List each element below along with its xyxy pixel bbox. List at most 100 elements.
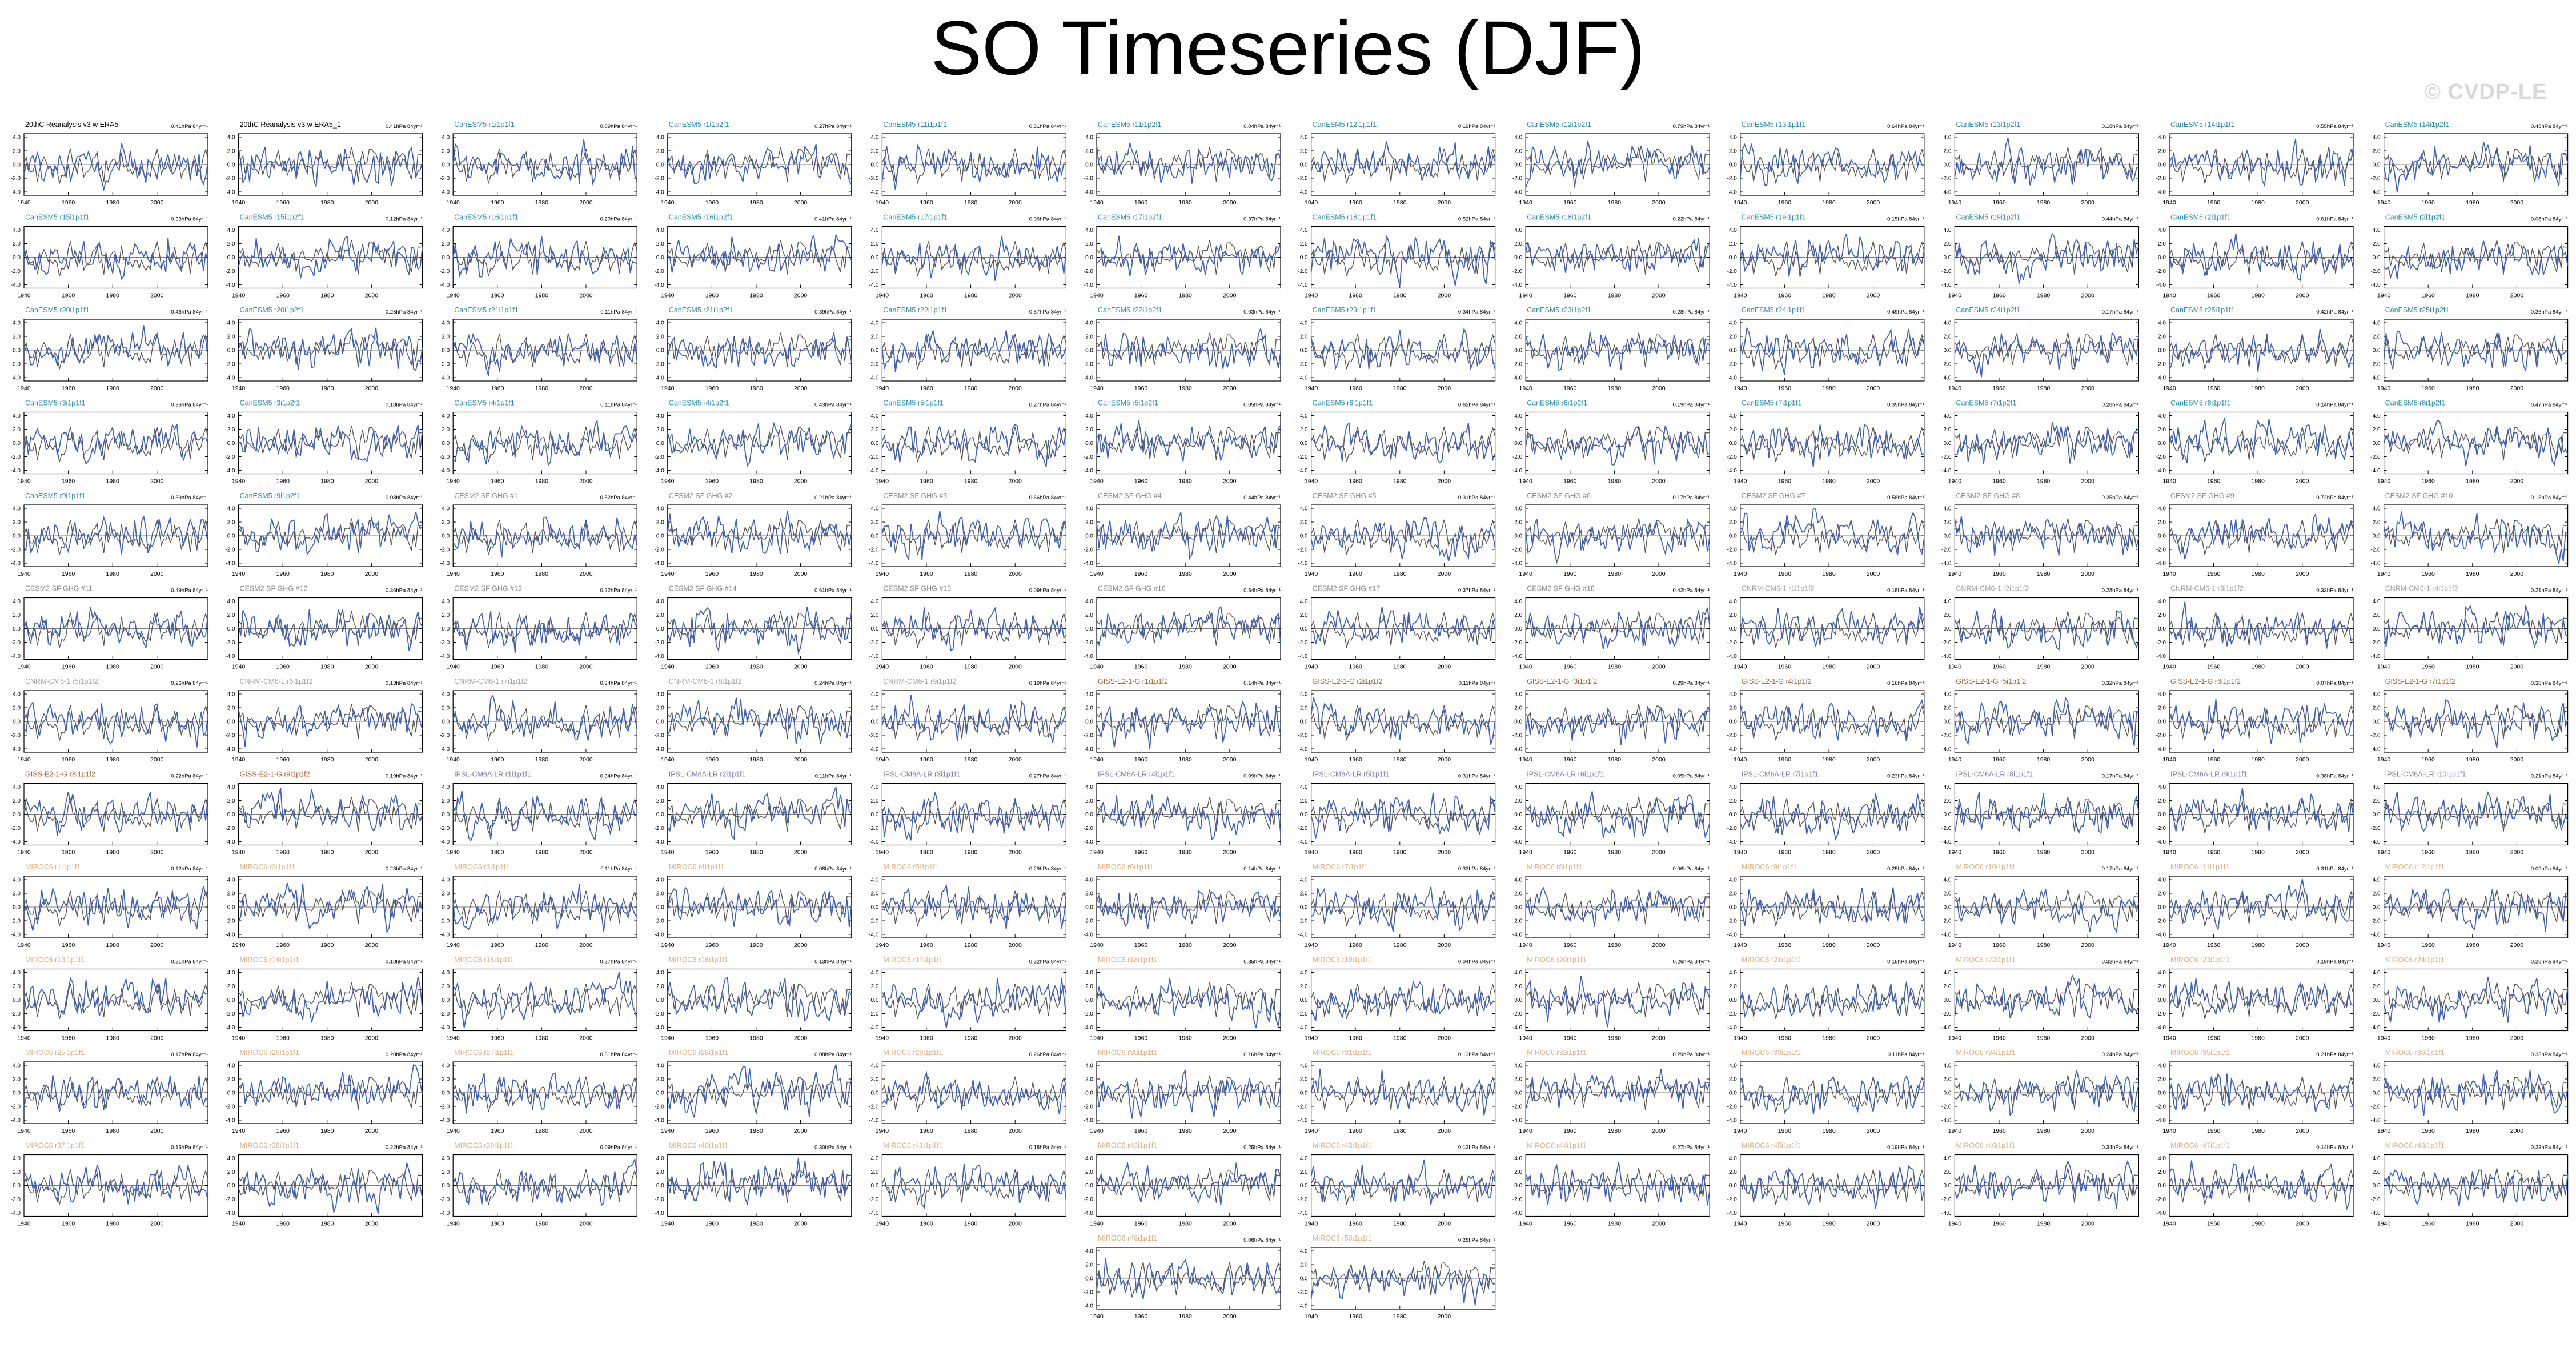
y-tick-label: 4.0 — [1300, 1249, 1308, 1255]
panel-trend: 0.09hPa 84yr⁻¹ — [1243, 773, 1281, 780]
x-tick-label: 1940 — [1305, 478, 1318, 485]
x-tick-label: 2000 — [2510, 849, 2524, 856]
y-tick-label: 2.0 — [1085, 612, 1093, 619]
y-tick-label: 2.0 — [13, 705, 21, 712]
observed-line — [452, 984, 637, 1019]
model-line — [667, 234, 852, 273]
panel-trend: 0.09hPa 84yr⁻¹ — [600, 1145, 637, 1151]
observed-line — [23, 241, 208, 276]
panel: CESM2 SF GHG #5 0.31hPa 84yr⁻¹4.02.00.0-2… — [1298, 492, 1496, 577]
x-tick-label: 1960 — [276, 292, 290, 299]
panel-trend: 0.08hPa 84yr⁻¹ — [814, 866, 852, 872]
panel-label: IPSL-CM6A-LR r7i1p1f1 — [1742, 771, 1819, 779]
y-tick-label: 0.0 — [656, 997, 664, 1004]
model-line — [23, 791, 208, 836]
observed-line — [1954, 982, 2139, 1017]
x-tick-label: 1960 — [276, 478, 290, 485]
panel: CESM2 SF GHG #7 0.58hPa 84yr⁻¹4.02.00.0-2… — [1727, 492, 1925, 577]
x-tick-label: 1980 — [1393, 478, 1407, 485]
model-line — [1740, 424, 1925, 467]
x-tick-label: 1980 — [535, 571, 549, 577]
model-line — [1310, 517, 1496, 561]
x-tick-label: 1980 — [1393, 1313, 1407, 1320]
y-tick-label: 0.0 — [13, 997, 21, 1004]
x-tick-label: 1940 — [17, 478, 31, 485]
x-tick-label: 1980 — [2466, 1035, 2479, 1042]
y-tick-label: 0.0 — [1300, 533, 1308, 540]
model-line — [23, 515, 208, 555]
model-line — [23, 423, 208, 465]
x-tick-label: 2000 — [365, 756, 379, 763]
panel-label: MIROC6 r8i1p1f1 — [1527, 863, 1582, 871]
x-tick-label: 1960 — [2422, 199, 2435, 206]
x-tick-label: 1980 — [2037, 849, 2051, 856]
x-tick-label: 1960 — [1778, 571, 1792, 577]
y-tick-label: 2.0 — [656, 427, 664, 433]
y-tick-label: 2.0 — [442, 427, 450, 433]
x-tick-label: 2000 — [794, 942, 808, 949]
y-tick-label: -2.0 — [1298, 918, 1308, 925]
y-tick-label: 2.0 — [227, 334, 235, 340]
y-tick-label: 2.0 — [1514, 984, 1522, 990]
observed-line — [23, 705, 208, 741]
panel-label: CNRM-CM6-1 r6i1p1f2 — [240, 677, 313, 685]
y-tick-label: -2.0 — [2370, 547, 2381, 553]
x-tick-label: 1940 — [1734, 1221, 1747, 1227]
x-tick-label: 1980 — [2466, 1128, 2479, 1134]
panel-label: MIROC6 r49i1p1f1 — [1098, 1234, 1157, 1242]
observed-line — [881, 334, 1067, 370]
y-tick-label: -4.0 — [1727, 839, 1738, 845]
y-tick-label: -2.0 — [1727, 547, 1738, 553]
x-tick-label: 1980 — [749, 849, 763, 856]
y-tick-label: -4.0 — [869, 839, 879, 845]
y-tick-label: 2.0 — [227, 798, 235, 804]
model-line — [1310, 422, 1496, 464]
panel-trend: 0.19hPa 84yr⁻¹ — [1029, 680, 1066, 687]
panel: CanESM5 r2i1p1f1 0.61hPa 84yr⁻¹4.02.00.0-… — [2156, 214, 2354, 299]
panel: MIROC6 r3i1p1f1 0.11hPa 84yr⁻¹4.02.00.0-2… — [440, 863, 637, 949]
model-line — [238, 424, 423, 463]
y-tick-label: 2.0 — [227, 1077, 235, 1083]
x-tick-label: 1980 — [2037, 292, 2051, 299]
y-tick-label: 4.0 — [2158, 877, 2166, 884]
y-tick-label: 2.0 — [13, 891, 21, 897]
y-tick-label: 2.0 — [227, 891, 235, 897]
y-tick-label: 2.0 — [1514, 520, 1522, 526]
x-tick-label: 2000 — [1008, 571, 1022, 577]
model-line — [23, 607, 208, 650]
y-tick-label: -2.0 — [2370, 733, 2381, 739]
y-tick-label: -2.0 — [1512, 362, 1523, 368]
y-tick-label: -2.0 — [225, 1104, 235, 1110]
y-tick-label: 2.0 — [1300, 705, 1308, 712]
y-tick-label: -2.0 — [1941, 176, 1952, 182]
y-tick-label: 2.0 — [2158, 334, 2166, 340]
x-tick-label: 1980 — [1822, 571, 1836, 577]
y-tick-label: -4.0 — [869, 282, 879, 288]
y-tick-label: 2.0 — [2158, 1077, 2166, 1083]
model-line — [1525, 332, 1710, 371]
y-tick-label: -2.0 — [225, 362, 235, 368]
y-tick-label: -2.0 — [1298, 454, 1308, 460]
panel: CanESM5 r13i1p2f1 0.18hPa 84yr⁻¹4.02.00.0… — [1941, 121, 2139, 206]
panel-trend: 0.25hPa 84yr⁻¹ — [1887, 866, 1924, 872]
y-tick-label: -4.0 — [2156, 747, 2166, 753]
panel-label: CanESM5 r16i1p1f1 — [454, 214, 519, 222]
panel: MIROC6 r23i1p1f1 0.19hPa 84yr⁻¹4.02.00.0-… — [2156, 956, 2354, 1042]
panel: CanESM5 r14i1p1f1 0.55hPa 84yr⁻¹4.02.00.0… — [2156, 121, 2354, 206]
y-tick-label: -2.0 — [1512, 1011, 1523, 1017]
model-line — [667, 1064, 852, 1118]
panel-label: MIROC6 r9i1p1f1 — [1742, 863, 1797, 871]
panel-label: CanESM5 r4i1p2f1 — [669, 399, 729, 407]
y-tick-label: 4.0 — [870, 135, 878, 141]
y-tick-label: -4.0 — [225, 282, 235, 288]
panel-label: 20thC Reanalysis v3 w ERA5_1 — [240, 121, 341, 129]
x-tick-label: 1980 — [535, 292, 549, 299]
model-line — [1310, 792, 1496, 839]
model-line — [2169, 601, 2354, 649]
panel-label: IPSL-CM6A-LR r2i1p1f1 — [669, 771, 746, 779]
x-tick-label: 1940 — [1948, 385, 1962, 392]
y-tick-label: -2.0 — [1941, 547, 1952, 553]
panel: CanESM5 r6i1p1f1 0.62hPa 84yr⁻¹4.02.00.0-… — [1298, 399, 1496, 485]
observed-line — [2169, 1169, 2354, 1205]
x-tick-label: 1960 — [920, 1128, 933, 1134]
